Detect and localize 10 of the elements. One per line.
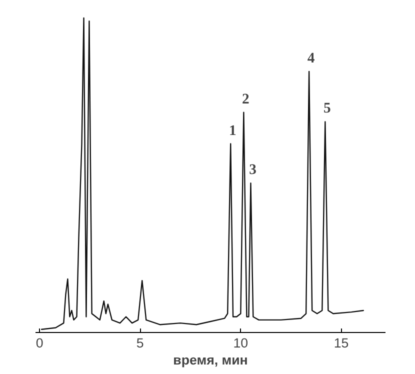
x-tick-label: 5 <box>136 336 144 350</box>
annotation: 1 <box>228 122 236 139</box>
x-tick-label: 0 <box>36 336 44 350</box>
annotation: 3 <box>249 162 256 178</box>
x-tick-label: 10 <box>233 336 248 350</box>
x-tick-label: 15 <box>334 336 349 350</box>
annotation: 2 <box>242 91 250 108</box>
x-axis-title: время, мин <box>173 352 248 368</box>
annotation: 5 <box>323 100 331 117</box>
annotation: 4 <box>307 50 316 66</box>
